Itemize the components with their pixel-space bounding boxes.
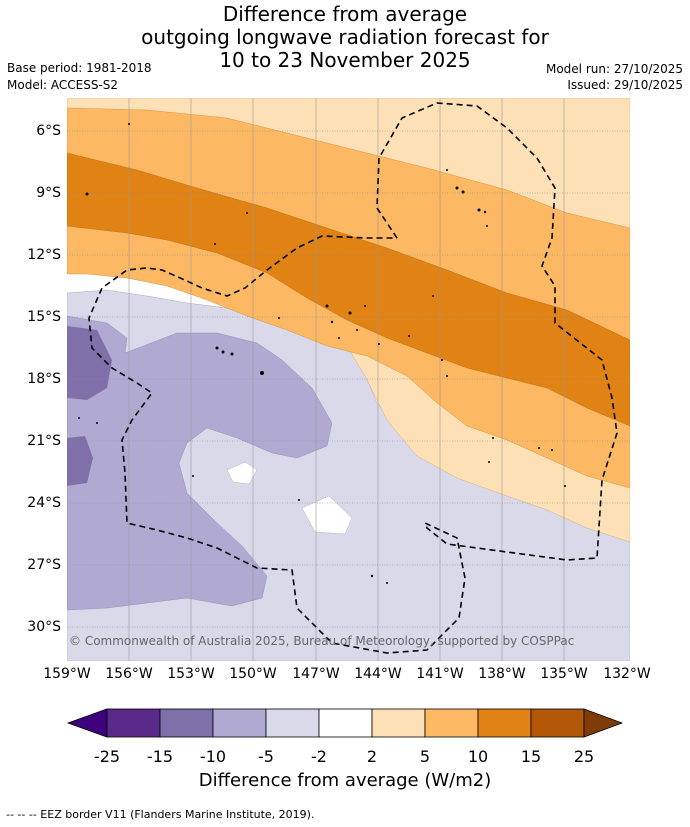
model-run: Model run: 27/10/2025 [545, 62, 683, 76]
colorbar-tick: -2 [311, 747, 327, 766]
latitude-label: 30°S [27, 619, 61, 635]
colorbar-bin-15-25 [530, 708, 585, 738]
latitude-label: 21°S [27, 433, 61, 449]
region-near-zero-b [301, 495, 353, 535]
longitude-label: 147°W [292, 666, 340, 682]
colorbar-tick: -10 [199, 747, 227, 766]
colorbar [66, 708, 624, 738]
region-plus10-plus15 [67, 152, 630, 427]
colorbar-bin-2-5 [371, 708, 426, 738]
title-line-2: outgoing longwave radiation forecast for [141, 25, 549, 49]
colorbar-tick: 25 [573, 747, 595, 766]
latitude-label: 15°S [27, 309, 61, 325]
eez-legend: -- -- -- EEZ border V11 (Flanders Marine… [6, 808, 315, 821]
colorbar-tick: -15 [146, 747, 174, 766]
colorbar-bin-m2-2 [318, 708, 373, 738]
longitude-label: 156°W [105, 666, 153, 682]
colorbar-tick: 10 [467, 747, 489, 766]
colorbar-bin-10-15 [477, 708, 532, 738]
colorbar-tick: 5 [419, 747, 431, 766]
colorbar-bin-m15-m10 [159, 708, 214, 738]
longitude-label: 138°W [478, 666, 526, 682]
issued-date: Issued: 29/10/2025 [567, 78, 683, 92]
colorbar-max-extension [583, 708, 624, 738]
anomaly-map [67, 98, 630, 661]
title-line-1: Difference from average [222, 2, 468, 26]
colorbar-label: Difference from average (W/m2) [198, 770, 492, 791]
model-name: Model: ACCESS-S2 [7, 78, 119, 92]
title-line-3: 10 to 23 November 2025 [219, 48, 471, 72]
latitude-label: 18°S [27, 371, 61, 387]
region-minus15-minus10-a [67, 326, 112, 400]
base-period: Base period: 1981-2018 [7, 61, 152, 75]
longitude-label: 132°W [603, 666, 651, 682]
colorbar-tick: 2 [366, 747, 378, 766]
longitude-label: 135°W [540, 666, 588, 682]
colorbar-bin-5-10 [424, 708, 479, 738]
colorbar-tick: -5 [258, 747, 274, 766]
longitude-label: 150°W [229, 666, 277, 682]
colorbar-bin-m5-m2 [265, 708, 320, 738]
colorbar-tick: -25 [93, 747, 121, 766]
eez-border [88, 102, 618, 654]
region-minus10-minus5 [67, 315, 333, 611]
latitude-label: 24°S [27, 495, 61, 511]
map-panel [67, 98, 630, 661]
longitude-label: 144°W [354, 666, 402, 682]
islands [78, 123, 566, 584]
colorbar-bin-m25-m15 [106, 708, 161, 738]
latitude-label: 12°S [27, 247, 61, 263]
latitude-label: 27°S [27, 557, 61, 573]
colorbar-tick: 15 [520, 747, 542, 766]
latitude-label: 6°S [36, 123, 61, 139]
copyright-notice: © Commonwealth of Australia 2025, Bureau… [69, 634, 575, 648]
latitude-label: 9°S [36, 185, 61, 201]
longitude-label: 141°W [416, 666, 464, 682]
longitude-label: 159°W [43, 666, 91, 682]
region-minus15-minus10-b [67, 436, 93, 486]
colorbar-min-extension [66, 708, 108, 738]
longitude-label: 153°W [167, 666, 215, 682]
colorbar-bin-m10-m5 [212, 708, 267, 738]
